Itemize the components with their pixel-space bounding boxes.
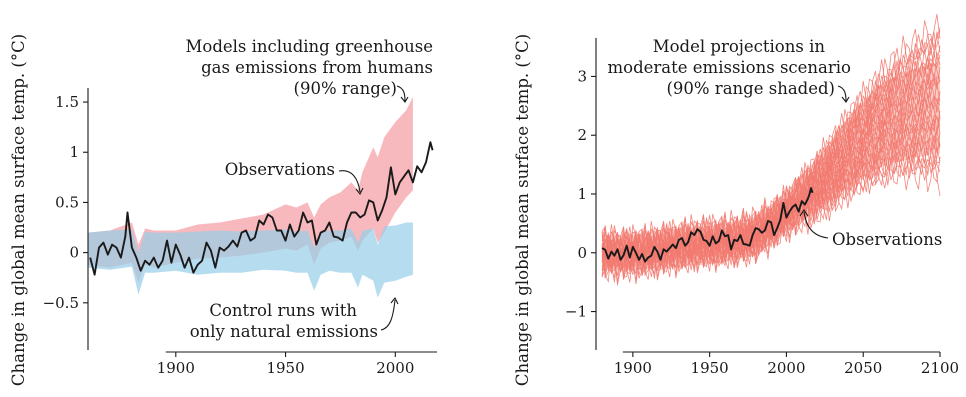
right-chart: 3 2 1 0 −1 1900 1950 2000 2050 2100 Change in glo…	[513, 14, 959, 386]
observations-line	[601, 187, 814, 263]
annotation-observations-right-arrowhead	[799, 209, 809, 217]
annotation-projections-line-3: (90% range shaded)	[666, 79, 835, 98]
y-tick-label: 0	[69, 244, 79, 262]
annotation-projections-line-1: Model projections in	[653, 37, 826, 56]
y-tick-label: 1.5	[55, 93, 79, 111]
x-tick-label: 2100	[921, 359, 959, 377]
x-tick-label: 1950	[691, 359, 729, 377]
y-tick-label: 3	[577, 67, 587, 85]
x-tick-label: 2000	[376, 359, 414, 377]
x-tick-label: 1900	[157, 359, 195, 377]
annotation-projections-arrow	[837, 85, 847, 102]
x-tick-label: 1950	[266, 359, 304, 377]
annotation-models-arrow	[396, 85, 406, 102]
y-tick-label: 0	[577, 244, 587, 262]
left-y-axis-label: Change in global mean surface temp. (°C)	[9, 34, 28, 386]
left-chart-bands	[88, 97, 413, 298]
y-tick-label: 2	[577, 126, 587, 144]
annotation-observations: Observations	[225, 160, 335, 179]
annotation-control-arrowhead	[390, 296, 399, 305]
control-range-band	[88, 222, 413, 298]
x-tick-label: 2000	[767, 359, 805, 377]
annotation-models-line-1: Models including greenhouse	[186, 37, 434, 56]
annotation-observations-right-arrow	[803, 211, 829, 239]
annotation-observations-arrow	[338, 170, 361, 193]
y-tick-label: 1	[69, 143, 79, 161]
ensemble-member-line	[601, 27, 941, 255]
ensemble-member-line	[601, 29, 941, 261]
observations-line	[89, 141, 434, 276]
y-tick-label: 1	[577, 185, 587, 203]
ensemble-member-line	[601, 31, 941, 265]
left-chart-observations	[89, 141, 434, 276]
y-tick-label: −1	[565, 303, 587, 321]
y-tick-label: 0.5	[55, 193, 79, 211]
annotation-control-line-2: only natural emissions	[190, 322, 378, 341]
y-tick-label: −0.5	[43, 294, 79, 312]
left-chart-axes: 1.5 1 0.5 0 −0.5 1900 1950 2000	[43, 88, 437, 377]
annotation-observations-right: Observations	[832, 230, 942, 249]
x-tick-label: 2050	[844, 359, 882, 377]
right-y-axis-label: Change in global mean surface temp. (°C)	[513, 34, 532, 386]
annotation-models-line-2: gas emissions from humans	[201, 58, 433, 77]
ensemble-member-line	[601, 78, 941, 265]
left-chart: 1.5 1 0.5 0 −0.5 1900 1950 2000 Change in globa…	[9, 34, 437, 386]
annotation-models-arrowhead	[400, 96, 409, 103]
x-tick-label: 1900	[614, 359, 652, 377]
annotation-control-line-1: Control runs with	[209, 301, 357, 320]
annotation-observations-arrowhead	[355, 187, 364, 196]
annotation-control-arrow	[380, 299, 396, 331]
right-chart-axes: 3 2 1 0 −1 1900 1950 2000 2050 2100	[565, 38, 959, 377]
annotation-projections-line-2: moderate emissions scenario	[608, 58, 852, 77]
annotation-models-line-3: (90% range)	[294, 79, 397, 98]
right-chart-observations	[601, 187, 814, 263]
annotation-projections-arrowhead	[841, 96, 850, 103]
ensemble-member-line	[601, 14, 941, 258]
